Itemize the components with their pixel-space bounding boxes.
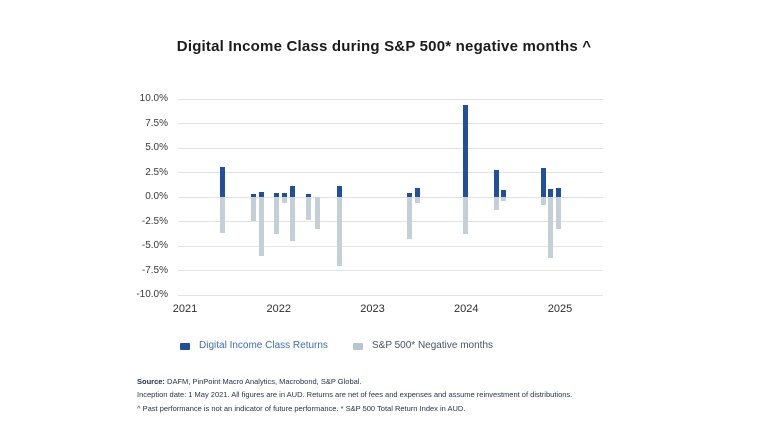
- x-axis-tick: 2021: [172, 303, 198, 315]
- chart-title: Digital Income Class during S&P 500* neg…: [176, 38, 592, 55]
- footnote-source: Source: DAFM, PinPoint Macro Analytics, …: [137, 375, 637, 388]
- bar-sp500-negative-month: [462, 197, 468, 235]
- gridline: [178, 270, 603, 271]
- bar-digital-income-returns: [250, 194, 256, 197]
- bar-digital-income-returns: [337, 186, 343, 197]
- bar-digital-income-returns: [306, 194, 312, 197]
- x-axis-tick: 2022: [266, 303, 291, 315]
- footnote-inception: Inception date: 1 May 2021. All figures …: [137, 390, 573, 400]
- y-axis-tick: -5.0%: [141, 240, 168, 251]
- bar-sp500-negative-month: [281, 197, 287, 203]
- y-axis-tick: -10.0%: [136, 289, 168, 300]
- legend-item-sp500-negative: S&P 500* Negative months: [353, 339, 493, 353]
- bar-sp500-negative-month: [414, 197, 420, 203]
- footnote-disclaimer: ^ Past performance is not an indicator o…: [137, 403, 466, 413]
- bar-digital-income-returns: [274, 193, 280, 197]
- bar-digital-income-returns: [501, 189, 507, 197]
- bar-sp500-negative-month: [548, 197, 554, 258]
- bar-digital-income-returns: [548, 188, 554, 197]
- bar-sp500-negative-month: [290, 197, 296, 242]
- bar-digital-income-returns: [259, 192, 265, 197]
- bar-digital-income-returns: [493, 169, 499, 197]
- bar-digital-income-returns: [540, 167, 546, 197]
- bar-sp500-negative-month: [540, 197, 546, 206]
- bar-sp500-negative-month: [314, 197, 320, 230]
- footnote-source-text: DAFM, PinPoint Macro Analytics, Macrobon…: [164, 377, 362, 386]
- y-axis-tick: 10.0%: [139, 93, 168, 104]
- gridline: [178, 221, 603, 222]
- legend-label-sp500-negative: S&P 500* Negative months: [372, 340, 494, 351]
- gridline: [178, 196, 603, 198]
- bar-digital-income-returns: [281, 193, 287, 197]
- footnotes: Source: DAFM, PinPoint Macro Analytics, …: [137, 375, 637, 415]
- bar-sp500-negative-month: [259, 197, 265, 256]
- bar-digital-income-returns: [462, 104, 468, 197]
- y-axis-tick: 7.5%: [145, 117, 168, 129]
- y-axis-tick: 2.5%: [145, 166, 168, 178]
- bar-digital-income-returns: [555, 187, 561, 197]
- y-axis-tick: -7.5%: [141, 264, 168, 276]
- legend-item-digital-income: Digital Income Class Returns: [180, 339, 328, 353]
- bar-sp500-negative-month: [220, 197, 226, 234]
- x-axis-tick: 2025: [547, 303, 573, 315]
- gridline: [178, 123, 603, 124]
- y-axis-tick: 5.0%: [145, 142, 168, 153]
- bar-sp500-negative-month: [337, 197, 343, 266]
- bar-sp500-negative-month: [501, 197, 507, 202]
- bar-sp500-negative-month: [306, 197, 312, 220]
- chart-legend: Digital Income Class Returns S&P 500* Ne…: [0, 339, 768, 353]
- bar-digital-income-returns: [414, 188, 420, 197]
- legend-swatch-digital-income: [180, 342, 190, 350]
- bar-sp500-negative-month: [406, 197, 412, 240]
- gridline: [178, 147, 603, 149]
- gridline: [178, 245, 603, 247]
- bar-sp500-negative-month: [250, 197, 256, 221]
- bar-sp500-negative-month: [274, 197, 280, 235]
- bar-digital-income-returns: [406, 192, 412, 197]
- gridline: [178, 172, 603, 173]
- bar-sp500-negative-month: [493, 197, 499, 210]
- bar-digital-income-returns: [220, 166, 226, 197]
- gridline: [178, 294, 603, 296]
- y-axis-tick: 0.0%: [145, 191, 168, 202]
- bar-digital-income-returns: [290, 186, 296, 197]
- x-axis-tick: 2024: [453, 303, 479, 315]
- bar-sp500-negative-month: [555, 197, 561, 229]
- footnote-source-label: Source:: [137, 377, 165, 386]
- gridline: [178, 98, 603, 100]
- plot-area: [178, 98, 603, 296]
- y-axis-tick: -2.5%: [141, 215, 168, 227]
- legend-swatch-sp500-negative: [353, 342, 363, 350]
- legend-label-digital-income: Digital Income Class Returns: [199, 340, 328, 351]
- x-axis-tick: 2023: [360, 303, 385, 315]
